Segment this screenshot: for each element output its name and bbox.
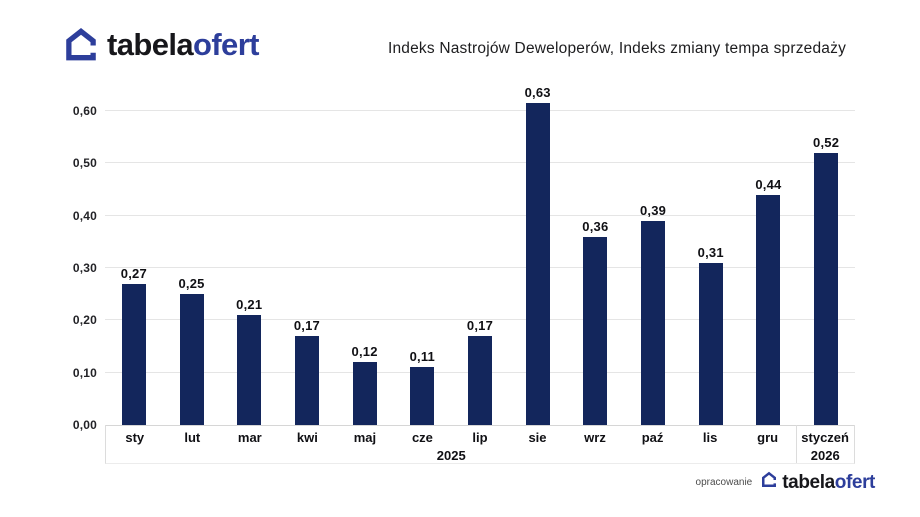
bar xyxy=(525,103,550,425)
footer-brand-logo-text: tabelaofert xyxy=(782,473,875,492)
bars-row: 0,27 0,25 0,21 0,17 0,12 0,11 0,17 0,63 0,36 0,39… xyxy=(105,85,855,425)
x-axis-category-label: maj xyxy=(353,430,377,445)
x-axis-band: sty lut mar kwi maj cze lip sie wrz paź lis gru styc… xyxy=(105,425,855,464)
bar xyxy=(121,283,146,425)
bar-slot-kwi: 0,17 xyxy=(278,85,336,425)
x-axis-category-label: paź xyxy=(641,430,664,445)
house-icon xyxy=(62,26,100,63)
footer-credit: opracowanie tabelaofert xyxy=(696,471,875,493)
y-axis-tick-label: 0,50 xyxy=(72,156,97,171)
bar xyxy=(352,362,377,425)
bar xyxy=(179,294,204,425)
y-axis-tick-label: 0,60 xyxy=(72,104,97,119)
bar xyxy=(410,367,435,425)
bar-value-label: 0,21 xyxy=(236,297,263,313)
footer-brand-logo-text-primary: tabela xyxy=(782,471,835,493)
bar-value-label: 0,31 xyxy=(697,244,724,260)
x-axis-category-label: lis xyxy=(702,430,718,445)
brand-logo: tabelaofert xyxy=(62,26,259,63)
bar-slot-lip: 0,17 xyxy=(451,85,509,425)
x-axis-category-label: gru xyxy=(757,430,779,445)
bar-slot-sty: 0,27 xyxy=(105,85,163,425)
bar-value-label: 0,27 xyxy=(120,265,147,281)
house-icon xyxy=(760,471,778,493)
bar-slot-mar: 0,21 xyxy=(220,85,278,425)
plot-area: 0,27 0,25 0,21 0,17 0,12 0,11 0,17 0,63 0,36 0,39… xyxy=(105,85,855,426)
x-axis-category-label: cze xyxy=(411,430,433,445)
bar-slot-lut: 0,25 xyxy=(163,85,221,425)
year-group-separator xyxy=(796,425,798,463)
bar-value-label: 0,44 xyxy=(755,176,782,192)
x-axis-category-label: kwi xyxy=(296,430,318,445)
bar xyxy=(641,221,666,425)
chart-title: Indeks Nastrojów Deweloperów, Indeks zmi… xyxy=(387,40,847,57)
y-axis: 0,00 0,10 0,20 0,30 0,40 0,50 0,60 xyxy=(28,85,97,432)
x-axis-category-label: lut xyxy=(184,430,201,445)
footer-brand-logo: tabelaofert xyxy=(760,471,875,493)
bar xyxy=(583,236,608,425)
bar-value-label: 0,36 xyxy=(582,218,609,234)
gridline xyxy=(105,267,855,269)
bar xyxy=(294,336,319,425)
bar-value-label: 0,17 xyxy=(466,318,494,334)
bar-value-label: 0,12 xyxy=(351,344,378,360)
brand-logo-text: tabelaofert xyxy=(107,29,259,60)
bar-value-label: 0,17 xyxy=(293,318,320,334)
bar-slot-gru: 0,44 xyxy=(740,85,798,425)
x-axis-category-label: sie xyxy=(528,430,547,445)
bar-value-label: 0,39 xyxy=(639,203,667,218)
y-axis-tick-label: 0,30 xyxy=(72,261,97,276)
brand-logo-text-secondary: ofert xyxy=(193,27,259,62)
bar xyxy=(814,153,839,425)
x-axis-category-label: styczeń xyxy=(801,430,849,445)
month-row: sty lut mar kwi maj cze lip sie wrz paź lis gru styc… xyxy=(106,425,854,449)
bar-value-label: 0,25 xyxy=(178,276,205,292)
x-axis-category-label: wrz xyxy=(584,430,606,445)
credit-label: opracowanie xyxy=(695,476,753,488)
bar xyxy=(467,336,492,425)
bar-slot-cze: 0,11 xyxy=(393,85,451,425)
bar xyxy=(698,262,723,425)
x-axis-category-label: mar xyxy=(237,430,262,445)
year-group-label: 2026 xyxy=(810,448,840,463)
y-axis-tick-label: 0,40 xyxy=(72,208,97,223)
footer-brand-logo-text-secondary: ofert xyxy=(834,471,876,493)
y-axis-tick-label: 0,20 xyxy=(72,313,97,328)
gridline xyxy=(105,110,855,112)
year-group-label: 2025 xyxy=(436,448,466,463)
bar xyxy=(237,315,262,425)
gridline xyxy=(105,319,855,321)
y-axis-tick-label: 0,00 xyxy=(72,418,97,432)
bar-slot-lis: 0,31 xyxy=(682,85,740,425)
brand-logo-text-primary: tabela xyxy=(107,27,194,62)
bar-slot-paź: 0,39 xyxy=(624,85,682,425)
bar-value-label: 0,11 xyxy=(409,349,435,365)
bar-value-label: 0,63 xyxy=(524,85,551,100)
gridline xyxy=(105,214,855,216)
x-axis-category-label: sty xyxy=(125,430,145,445)
bar-slot-sie: 0,63 xyxy=(509,85,567,425)
x-axis-category-label: lip xyxy=(472,430,488,445)
y-axis-tick-label: 0,10 xyxy=(72,365,97,380)
bar-value-label: 0,52 xyxy=(813,135,840,150)
gridline xyxy=(105,162,855,164)
bar xyxy=(756,194,781,425)
bar-slot-maj: 0,12 xyxy=(336,85,394,425)
bar-slot-wrz: 0,36 xyxy=(567,85,625,425)
bar-slot-styczeń: 0,52 xyxy=(797,85,855,425)
